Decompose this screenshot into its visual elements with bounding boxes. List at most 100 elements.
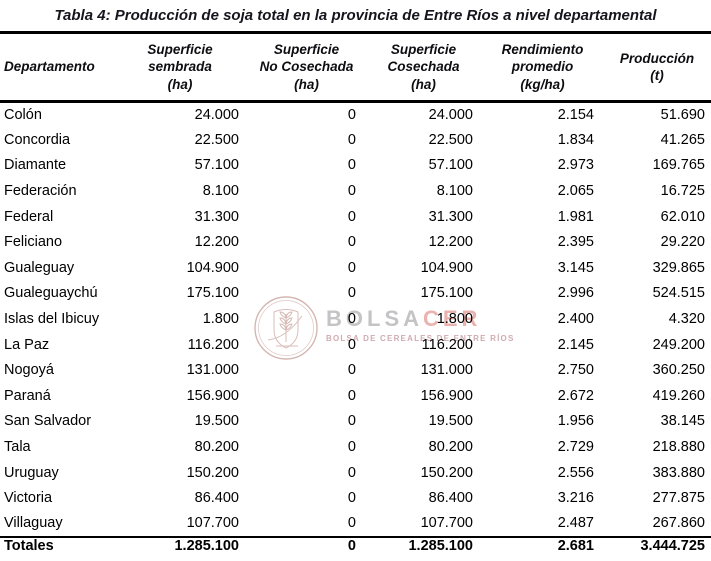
table-row: La Paz 116.200 0 116.200 2.145 249.200 xyxy=(0,332,711,358)
total-cell-superficie-sembrada: 1.285.100 xyxy=(174,538,239,555)
table-row: San Salvador 19.500 0 19.500 1.956 38.145 xyxy=(0,409,711,435)
cell-superficie-sembrada: 12.200 xyxy=(194,234,239,251)
cell-superficie-cosechada: 116.200 xyxy=(421,336,473,353)
cell-departamento: Gualeguaychú xyxy=(4,285,98,302)
cell-produccion: 29.220 xyxy=(660,234,705,251)
cell-departamento: Victoria xyxy=(4,490,53,507)
cell-superficie-cosechada: 57.100 xyxy=(428,157,473,174)
column-header-superficie-no-cosechada: Superficie No Cosechada (ha) xyxy=(259,41,354,92)
cell-superficie-no-cosechada: 0 xyxy=(347,131,356,148)
cell-superficie-cosechada: 175.100 xyxy=(420,285,473,302)
total-cell-produccion: 3.444.725 xyxy=(640,538,705,555)
cell-superficie-sembrada: 8.100 xyxy=(202,183,239,200)
cell-superficie-sembrada: 80.200 xyxy=(194,439,239,456)
cell-produccion: 277.875 xyxy=(652,490,705,507)
cell-rendimiento-promedio: 2.556 xyxy=(557,464,594,481)
cell-superficie-no-cosechada: 0 xyxy=(347,387,356,404)
cell-superficie-sembrada: 104.900 xyxy=(186,259,239,276)
table-row: Feliciano 12.200 0 12.200 2.395 29.220 xyxy=(0,229,711,255)
cell-superficie-sembrada: 107.700 xyxy=(186,515,239,532)
cell-superficie-sembrada: 31.300 xyxy=(194,208,239,225)
cell-superficie-cosechada: 107.700 xyxy=(420,515,473,532)
cell-superficie-cosechada: 24.000 xyxy=(428,107,473,124)
cell-departamento: Uruguay xyxy=(4,464,59,481)
cell-produccion: 169.765 xyxy=(652,157,705,174)
cell-rendimiento-promedio: 3.216 xyxy=(557,490,594,507)
table-header-row: Departamento Superficie sembrada (ha) Supe… xyxy=(0,32,711,102)
cell-rendimiento-promedio: 2.750 xyxy=(557,362,594,379)
cell-superficie-cosechada: 156.900 xyxy=(420,387,473,404)
cell-rendimiento-promedio: 2.154 xyxy=(557,107,594,124)
table-row: Victoria 86.400 0 86.400 3.216 277.875 xyxy=(0,485,711,511)
column-header-superficie-cosechada: Superficie Cosechada (ha) xyxy=(387,41,460,92)
cell-superficie-sembrada: 1.800 xyxy=(202,311,239,328)
cell-produccion: 4.320 xyxy=(668,311,705,328)
cell-produccion: 62.010 xyxy=(660,208,705,225)
cell-superficie-no-cosechada: 0 xyxy=(347,183,356,200)
cell-produccion: 419.260 xyxy=(652,387,705,404)
cell-superficie-sembrada: 116.200 xyxy=(187,336,239,353)
table-row: Tala 80.200 0 80.200 2.729 218.880 xyxy=(0,434,711,460)
cell-departamento: Feliciano xyxy=(4,234,63,251)
cell-produccion: 41.265 xyxy=(660,131,705,148)
cell-superficie-cosechada: 80.200 xyxy=(428,439,473,456)
cell-superficie-no-cosechada: 0 xyxy=(347,285,356,302)
cell-rendimiento-promedio: 2.973 xyxy=(557,157,594,174)
cell-rendimiento-promedio: 1.981 xyxy=(557,208,594,225)
table-row: Colón 24.000 0 24.000 2.154 51.690 xyxy=(0,102,711,128)
cell-superficie-cosechada: 150.200 xyxy=(420,464,473,481)
cell-superficie-cosechada: 104.900 xyxy=(420,259,473,276)
cell-superficie-sembrada: 22.500 xyxy=(194,131,239,148)
cell-superficie-no-cosechada: 0 xyxy=(347,234,356,251)
cell-rendimiento-promedio: 2.065 xyxy=(557,183,594,200)
table-row: Islas del Ibicuy 1.800 0 1.800 2.400 4.320 xyxy=(0,306,711,332)
cell-departamento: San Salvador xyxy=(4,413,92,430)
table-row: Federal 31.300 0 31.300 1.981 62.010 xyxy=(0,204,711,230)
cell-rendimiento-promedio: 2.996 xyxy=(557,285,594,302)
table-row: Nogoyá 131.000 0 131.000 2.750 360.250 xyxy=(0,357,711,383)
table-title: Tabla 4: Producción de soja total en la … xyxy=(54,7,657,24)
cell-superficie-sembrada: 86.400 xyxy=(194,490,239,507)
column-header-superficie-sembrada: Superficie sembrada (ha) xyxy=(147,41,213,92)
table-row: Concordia 22.500 0 22.500 1.834 41.265 xyxy=(0,127,711,153)
cell-departamento: Islas del Ibicuy xyxy=(4,311,100,328)
cell-superficie-no-cosechada: 0 xyxy=(347,336,356,353)
cell-superficie-no-cosechada: 0 xyxy=(347,107,356,124)
cell-rendimiento-promedio: 2.672 xyxy=(557,387,594,404)
cell-rendimiento-promedio: 2.145 xyxy=(557,336,594,353)
cell-departamento: Diamante xyxy=(4,157,67,174)
cell-superficie-sembrada: 57.100 xyxy=(194,157,239,174)
cell-superficie-cosechada: 8.100 xyxy=(436,183,473,200)
production-table: Departamento Superficie sembrada (ha) Supe… xyxy=(0,31,711,555)
cell-superficie-cosechada: 12.200 xyxy=(428,234,473,251)
cell-produccion: 249.200 xyxy=(652,336,705,353)
cell-superficie-cosechada: 31.300 xyxy=(428,208,473,225)
cell-produccion: 524.515 xyxy=(652,285,705,302)
cell-departamento: La Paz xyxy=(4,336,50,353)
cell-superficie-cosechada: 86.400 xyxy=(428,490,473,507)
cell-superficie-no-cosechada: 0 xyxy=(347,362,356,379)
cell-superficie-no-cosechada: 0 xyxy=(347,515,356,532)
cell-superficie-sembrada: 175.100 xyxy=(186,285,239,302)
cell-departamento: Federal xyxy=(4,208,54,225)
cell-rendimiento-promedio: 3.145 xyxy=(557,259,594,276)
cell-produccion: 329.865 xyxy=(652,259,705,276)
cell-rendimiento-promedio: 2.395 xyxy=(557,234,594,251)
table-totals-row: Totales 1.285.100 0 1.285.100 2.681 3.444.725 xyxy=(0,536,711,555)
cell-produccion: 267.860 xyxy=(652,515,705,532)
total-cell-rendimiento-promedio: 2.681 xyxy=(557,538,594,555)
cell-departamento: Concordia xyxy=(4,131,71,148)
cell-superficie-sembrada: 19.500 xyxy=(194,413,239,430)
column-header-rendimiento-promedio: Rendimiento promedio (kg/ha) xyxy=(501,41,584,92)
cell-produccion: 51.690 xyxy=(660,107,705,124)
cell-produccion: 38.145 xyxy=(660,413,705,430)
cell-superficie-no-cosechada: 0 xyxy=(347,439,356,456)
table-row: Villaguay 107.700 0 107.700 2.487 267.860 xyxy=(0,511,711,537)
cell-superficie-no-cosechada: 0 xyxy=(347,259,356,276)
cell-superficie-cosechada: 19.500 xyxy=(428,413,473,430)
cell-departamento: Tala xyxy=(4,439,31,456)
table-row: Federación 8.100 0 8.100 2.065 16.725 xyxy=(0,178,711,204)
column-header-departamento: Departamento xyxy=(4,59,95,75)
column-header-produccion: Producción (t) xyxy=(619,50,695,84)
